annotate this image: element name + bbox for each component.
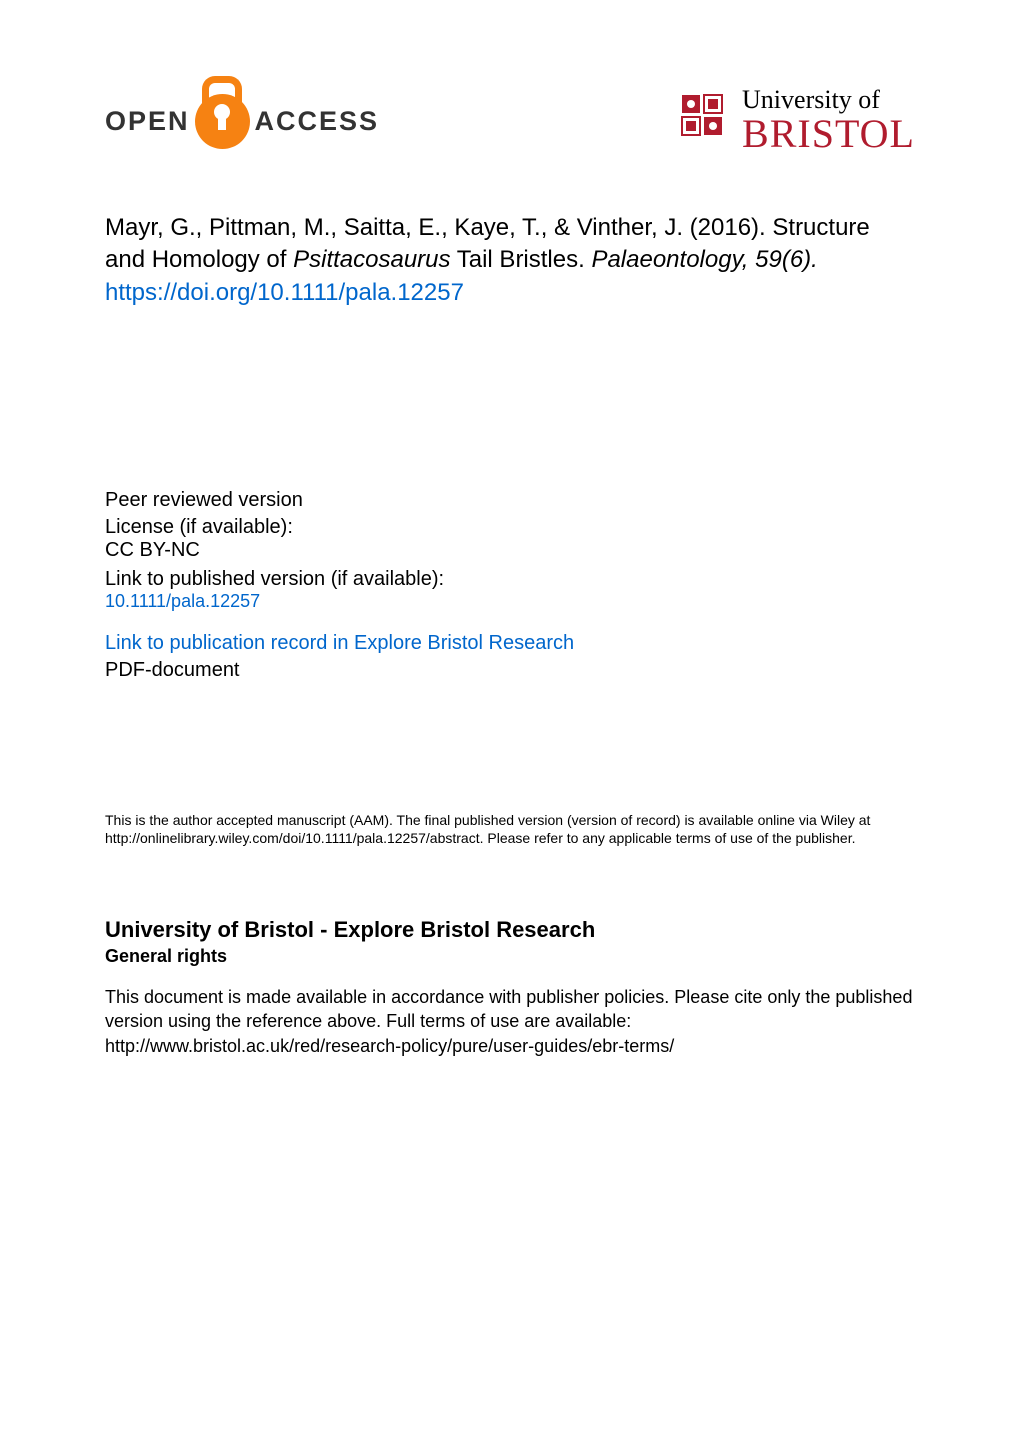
- open-access-right-text: ACCESS: [255, 106, 380, 137]
- bristol-logo: University of BRISTOL: [672, 85, 915, 157]
- citation-journal: Palaeontology: [591, 246, 741, 273]
- bristol-name: BRISTOL: [742, 110, 915, 157]
- open-access-lock-icon: [195, 94, 250, 149]
- disclaimer-text: This is the author accepted manuscript (…: [105, 812, 915, 847]
- explore-bristol-link[interactable]: Link to publication record in Explore Br…: [105, 632, 574, 654]
- citation-block: Mayr, G., Pittman, M., Saitta, E., Kaye,…: [105, 212, 915, 309]
- bristol-text-block: University of BRISTOL: [742, 85, 915, 157]
- citation-volume-issue: , 59(6).: [742, 246, 818, 273]
- citation-authors-year: Mayr, G., Pittman, M., Saitta, E., Kaye,…: [105, 214, 766, 241]
- published-version-link-label: Link to published version (if available)…: [105, 568, 915, 591]
- license-label: License (if available):: [105, 516, 915, 539]
- footer-rights-text: This document is made available in accor…: [105, 985, 915, 1058]
- header-row: OPEN ACCESS University of BRISTOL: [105, 85, 915, 157]
- citation-title-suffix: Tail Bristles.: [451, 246, 585, 273]
- lock-keyhole-icon: [218, 112, 226, 130]
- citation-title-italic: Psittacosaurus: [293, 246, 450, 273]
- peer-reviewed-label: Peer reviewed version: [105, 489, 915, 512]
- open-access-left-text: OPEN: [105, 106, 190, 137]
- pdf-document-label: PDF-document: [105, 659, 915, 682]
- bristol-crest-icon: [672, 85, 732, 145]
- doi-short-link[interactable]: 10.1111/pala.12257: [105, 591, 260, 611]
- citation-doi-link[interactable]: https://doi.org/10.1111/pala.12257: [105, 279, 464, 306]
- footer-heading: University of Bristol - Explore Bristol …: [105, 917, 915, 943]
- footer-subheading: General rights: [105, 946, 915, 967]
- open-access-logo: OPEN ACCESS: [105, 94, 379, 149]
- license-value: CC BY-NC: [105, 539, 915, 562]
